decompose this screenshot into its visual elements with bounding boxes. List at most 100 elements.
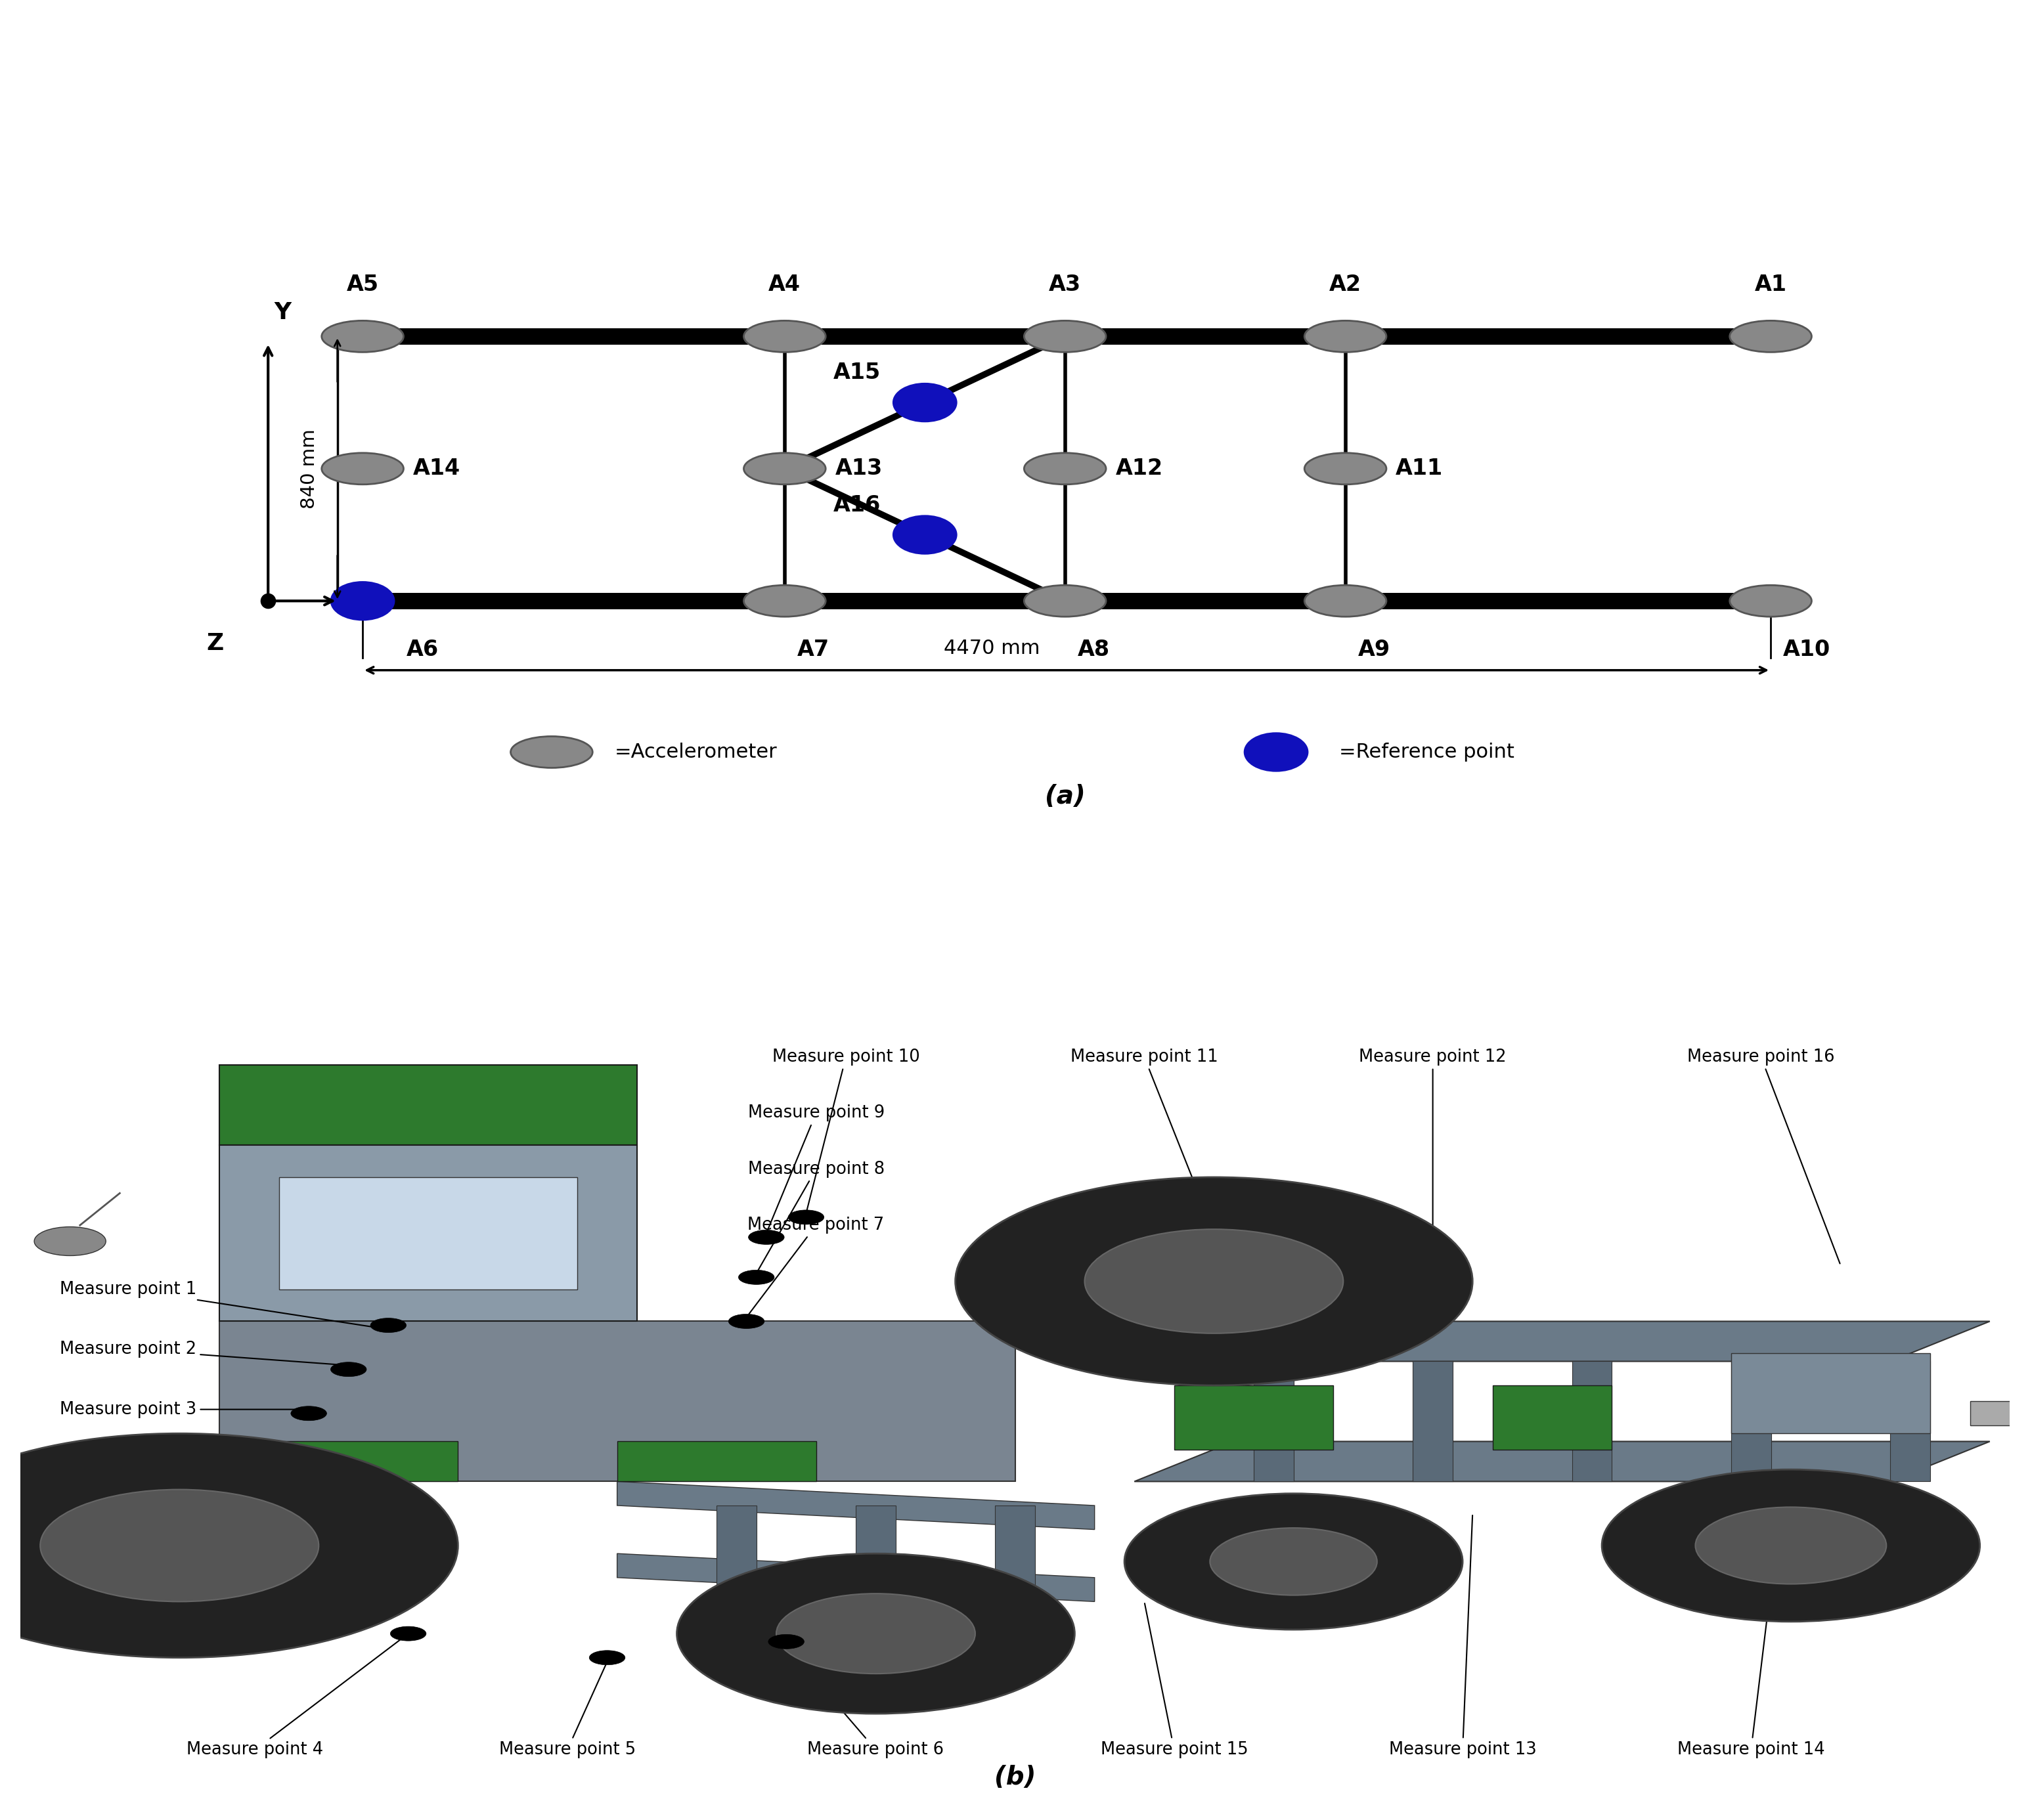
- Circle shape: [1695, 1507, 1886, 1583]
- Text: A11: A11: [1397, 459, 1443, 479]
- Circle shape: [331, 1361, 367, 1376]
- Text: A14: A14: [412, 459, 461, 479]
- Polygon shape: [1173, 1385, 1334, 1449]
- Text: Measure point 6: Measure point 6: [788, 1647, 944, 1758]
- Text: A9: A9: [1358, 639, 1391, 661]
- Polygon shape: [617, 1481, 1094, 1529]
- Ellipse shape: [1730, 586, 1811, 617]
- Text: Measure point 2: Measure point 2: [61, 1341, 347, 1365]
- Text: A10: A10: [1782, 639, 1831, 661]
- Ellipse shape: [893, 515, 956, 553]
- Polygon shape: [219, 1065, 637, 1145]
- Text: A16: A16: [834, 495, 881, 515]
- Text: Measure point 3: Measure point 3: [61, 1401, 307, 1418]
- Text: A12: A12: [1114, 459, 1163, 479]
- Text: Measure point 16: Measure point 16: [1687, 1048, 1839, 1263]
- Text: Measure point 4: Measure point 4: [187, 1634, 406, 1758]
- Text: A8: A8: [1078, 639, 1110, 661]
- Polygon shape: [1492, 1385, 1612, 1449]
- Polygon shape: [1732, 1361, 1770, 1481]
- Polygon shape: [1135, 1321, 1989, 1361]
- Text: Measure point 14: Measure point 14: [1677, 1587, 1825, 1758]
- Text: Measure point 15: Measure point 15: [1100, 1603, 1248, 1758]
- Ellipse shape: [512, 737, 593, 768]
- Ellipse shape: [1305, 586, 1386, 617]
- Circle shape: [390, 1627, 426, 1642]
- Polygon shape: [1135, 1441, 1989, 1481]
- Ellipse shape: [1305, 453, 1386, 484]
- Text: Measure point 8: Measure point 8: [747, 1161, 885, 1272]
- Circle shape: [290, 1407, 327, 1421]
- Text: A6: A6: [406, 639, 438, 661]
- Circle shape: [739, 1270, 773, 1285]
- Polygon shape: [617, 1441, 816, 1481]
- Text: Measure point 11: Measure point 11: [1070, 1048, 1224, 1256]
- Text: A13: A13: [834, 459, 883, 479]
- Polygon shape: [617, 1554, 1094, 1602]
- Circle shape: [369, 1318, 406, 1332]
- Circle shape: [1210, 1529, 1376, 1594]
- Text: Measure point 7: Measure point 7: [747, 1218, 885, 1316]
- Circle shape: [41, 1489, 319, 1602]
- Text: A4: A4: [769, 273, 800, 295]
- Text: 4470 mm: 4470 mm: [944, 639, 1039, 657]
- Polygon shape: [219, 1145, 637, 1321]
- Polygon shape: [278, 1178, 577, 1289]
- Polygon shape: [995, 1505, 1035, 1602]
- Polygon shape: [240, 1441, 459, 1481]
- Circle shape: [729, 1314, 765, 1329]
- Circle shape: [749, 1230, 784, 1245]
- Circle shape: [676, 1554, 1074, 1714]
- Text: (a): (a): [1045, 784, 1086, 808]
- Text: Measure point 12: Measure point 12: [1358, 1048, 1506, 1239]
- Polygon shape: [219, 1321, 1015, 1481]
- Ellipse shape: [893, 384, 956, 422]
- Circle shape: [1125, 1494, 1464, 1629]
- Text: A5: A5: [347, 273, 380, 295]
- Circle shape: [35, 1227, 106, 1256]
- Text: (b): (b): [995, 1765, 1035, 1789]
- Text: A1: A1: [1754, 273, 1786, 295]
- Text: A15: A15: [834, 362, 881, 384]
- Polygon shape: [1413, 1361, 1453, 1481]
- Text: A3: A3: [1050, 273, 1082, 295]
- Text: Measure point 13: Measure point 13: [1389, 1516, 1537, 1758]
- Text: Measure point 9: Measure point 9: [747, 1105, 885, 1232]
- Ellipse shape: [1244, 733, 1307, 772]
- Ellipse shape: [1730, 320, 1811, 351]
- Ellipse shape: [331, 582, 394, 621]
- Ellipse shape: [1305, 320, 1386, 351]
- Polygon shape: [717, 1505, 757, 1602]
- Text: X: X: [349, 590, 367, 612]
- Ellipse shape: [743, 320, 826, 351]
- Text: A7: A7: [798, 639, 830, 661]
- Text: 840 mm: 840 mm: [300, 430, 319, 508]
- Circle shape: [775, 1594, 974, 1674]
- Text: Y: Y: [274, 302, 292, 324]
- Text: =Accelerometer: =Accelerometer: [615, 743, 777, 761]
- Ellipse shape: [1023, 586, 1106, 617]
- Circle shape: [1602, 1469, 1979, 1622]
- Polygon shape: [1969, 1401, 2030, 1425]
- Ellipse shape: [743, 453, 826, 484]
- Text: Measure point 10: Measure point 10: [771, 1048, 920, 1212]
- Polygon shape: [1732, 1354, 1931, 1434]
- Ellipse shape: [321, 320, 404, 351]
- Circle shape: [788, 1210, 824, 1225]
- Text: Measure point 1: Measure point 1: [61, 1281, 386, 1329]
- Circle shape: [0, 1434, 459, 1658]
- Text: Measure point 5: Measure point 5: [499, 1663, 635, 1758]
- Text: =Reference point: =Reference point: [1340, 743, 1514, 761]
- Circle shape: [1084, 1228, 1344, 1334]
- Ellipse shape: [743, 586, 826, 617]
- Polygon shape: [1890, 1361, 1931, 1481]
- Circle shape: [589, 1651, 625, 1665]
- Polygon shape: [1255, 1361, 1293, 1481]
- Ellipse shape: [321, 453, 404, 484]
- Text: Z: Z: [207, 632, 223, 655]
- Circle shape: [767, 1634, 804, 1649]
- Text: A2: A2: [1330, 273, 1362, 295]
- Circle shape: [956, 1178, 1472, 1385]
- Polygon shape: [1571, 1361, 1612, 1481]
- Polygon shape: [857, 1505, 895, 1602]
